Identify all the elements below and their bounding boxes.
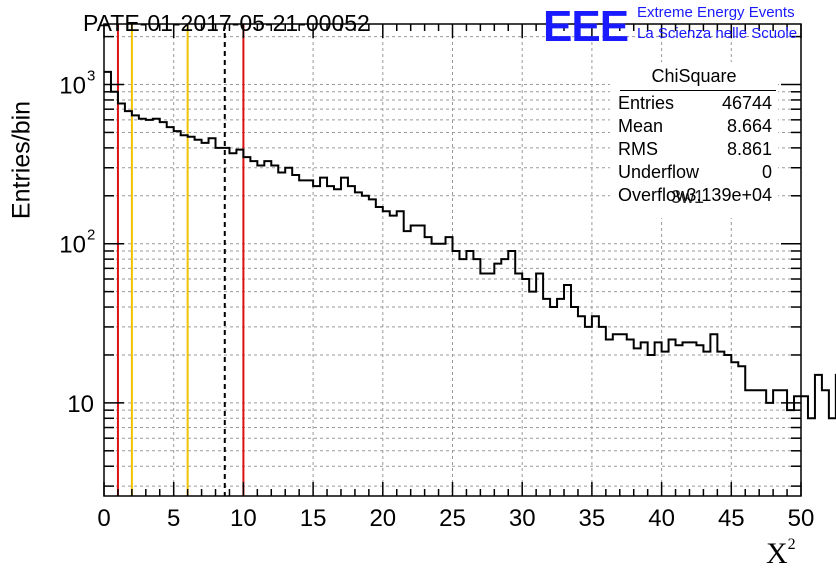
x-tick-label: 20 — [369, 505, 396, 532]
y-tick-label: 10 — [59, 232, 86, 259]
histogram-series — [104, 70, 836, 420]
stats-box: ChiSquare Entries 46744 Mean 8.664 RMS 8… — [610, 62, 778, 218]
stats-key: Mean — [618, 116, 664, 136]
x-tick-label: 40 — [648, 505, 675, 532]
x-tick-label: 15 — [300, 505, 327, 532]
x-axis-label-superscript: 2 — [787, 536, 796, 553]
x-tick-label: 25 — [439, 505, 466, 532]
x-tick-label: 0 — [97, 505, 110, 532]
y-tick-label: 10 — [67, 391, 94, 418]
stats-key: RMS — [618, 139, 658, 159]
x-tick-label: 45 — [718, 505, 745, 532]
x-axis-label: X2 — [766, 536, 796, 571]
stats-key: Underflow — [618, 162, 700, 182]
stats-value: 8.664 — [726, 116, 772, 136]
stats-overlap-text: 3w1 — [671, 187, 705, 207]
x-tick-label: 50 — [788, 505, 815, 532]
stats-key: Overflow — [618, 185, 690, 205]
y-tick-label-exponent: 3 — [87, 68, 95, 85]
stats-value: 0 — [761, 162, 772, 182]
stats-value: 8.861 — [726, 139, 772, 159]
stats-row: RMS 8.861 — [618, 139, 778, 161]
x-tick-label: 30 — [509, 505, 536, 532]
x-axis-label-text: X — [766, 537, 788, 570]
axis-ticks — [103, 24, 802, 496]
x-tick-label: 35 — [579, 505, 606, 532]
grid-lines — [104, 24, 801, 496]
stats-value: 3.139e+04 — [686, 185, 772, 205]
reference-lines — [116, 24, 245, 496]
stats-key: Entries — [618, 93, 675, 113]
y-tick-label: 10 — [59, 73, 86, 100]
y-axis-label-box: Entries/bin — [2, 101, 42, 219]
stats-value: 46744 — [721, 93, 772, 113]
x-tick-label: 5 — [167, 505, 180, 532]
brand-line-1: Extreme Energy Events — [637, 4, 795, 21]
stats-box-divider — [620, 90, 776, 91]
y-axis-label: Entries/bin — [7, 100, 36, 220]
stats-box-title: ChiSquare — [651, 66, 737, 86]
eee-logo: EEE — [543, 2, 629, 51]
x-tick-labels: 0 5 10 15 20 25 30 35 40 45 50 — [97, 505, 814, 532]
x-tick-label: 10 — [230, 505, 257, 532]
brand-line-2: La Scienza nelle Scuole — [637, 25, 798, 42]
stats-row: Underflow 0 — [618, 162, 778, 184]
y-tick-label-exponent: 2 — [87, 227, 95, 244]
stats-row: Overflow 3.139e+04 — [618, 185, 778, 207]
chart-title: PATE-01-2017-05-21-00052 — [83, 10, 370, 36]
stats-row: Entries 46744 — [618, 93, 778, 115]
stats-row: Mean 8.664 — [618, 116, 778, 138]
